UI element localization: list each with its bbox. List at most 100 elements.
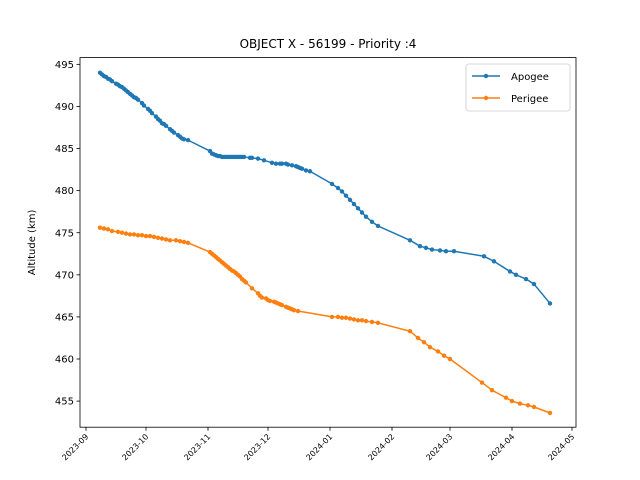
legend-perigee-marker	[483, 95, 489, 101]
perigee-point	[415, 335, 421, 341]
apogee-point	[171, 130, 177, 135]
y-axis: 455 460 465 470 475 480 485 490 495	[55, 60, 80, 408]
apogee-point	[273, 161, 279, 166]
apogee-point	[437, 248, 443, 253]
perigee-point	[109, 228, 115, 234]
perigee-point	[279, 302, 285, 308]
apogee-point	[363, 214, 369, 219]
y-tick-label: 470	[55, 270, 74, 281]
apogee-point	[375, 223, 381, 229]
perigee-point	[291, 307, 297, 313]
y-tick-label: 485	[55, 144, 74, 155]
apogee-series	[97, 70, 553, 306]
perigee-point	[163, 237, 169, 242]
perigee-point	[435, 349, 441, 354]
perigee-point	[119, 230, 125, 235]
apogee-point	[423, 245, 429, 251]
perigee-point	[479, 380, 485, 385]
apogee-point	[531, 281, 537, 287]
perigee-point	[101, 226, 107, 231]
apogee-point	[185, 137, 191, 143]
perigee-point	[259, 295, 265, 300]
perigee-point	[517, 401, 523, 406]
perigee-point	[343, 315, 349, 320]
apogee-point	[163, 123, 169, 128]
perigee-point	[427, 345, 433, 350]
apogee-point	[289, 163, 295, 168]
apogee-point	[351, 201, 357, 207]
apogee-point	[451, 249, 457, 254]
apogee-point	[359, 210, 365, 215]
perigee-point	[531, 404, 537, 410]
perigee-point	[181, 239, 187, 245]
perigee-point	[447, 356, 453, 362]
perigee-point	[489, 387, 495, 393]
perigee-point	[173, 238, 179, 243]
perigee-point	[135, 233, 141, 238]
perigee-point	[441, 353, 447, 358]
apogee-point	[443, 249, 449, 254]
apogee-point	[249, 155, 255, 160]
apogee-point	[303, 168, 309, 173]
apogee-point	[335, 185, 341, 191]
perigee-point	[243, 280, 249, 285]
y-tick-label: 480	[55, 186, 74, 197]
legend-apogee-label: Apogee	[511, 72, 549, 83]
apogee-point	[135, 97, 141, 102]
perigee-series	[97, 225, 553, 416]
perigee-point	[185, 240, 191, 246]
apogee-point	[513, 272, 519, 278]
perigee-point	[151, 234, 157, 240]
apogee-point	[241, 154, 247, 160]
apogee-point	[523, 276, 529, 282]
perigee-point	[351, 317, 357, 322]
perigee-point	[177, 238, 183, 244]
perigee-point	[347, 316, 353, 321]
perigee-point	[267, 298, 273, 304]
perigee-point	[525, 403, 531, 408]
legend-apogee-marker	[483, 73, 489, 79]
y-tick-label: 490	[55, 102, 74, 113]
perigee-point	[359, 318, 365, 323]
apogee-point	[269, 160, 275, 166]
perigee-point	[407, 329, 413, 334]
perigee-point	[167, 238, 173, 243]
y-axis-label: Altitude (km)	[27, 210, 38, 276]
apogee-point	[347, 197, 353, 203]
perigee-point	[249, 286, 255, 291]
perigee-point	[421, 339, 427, 345]
perigee-point	[329, 314, 335, 320]
y-tick-label: 495	[55, 60, 74, 71]
y-tick-label: 455	[55, 397, 74, 408]
perigee-point	[139, 233, 145, 238]
y-tick-label: 475	[55, 228, 74, 239]
apogee-point	[149, 110, 155, 116]
plot-area	[97, 70, 553, 416]
apogee-point	[547, 301, 553, 306]
apogee-point	[369, 219, 375, 224]
perigee-point	[369, 319, 375, 325]
apogee-point	[491, 259, 497, 264]
legend: Apogee Perigee	[465, 63, 571, 112]
chart-title: OBJECT X - 56199 - Priority :4	[240, 37, 417, 51]
apogee-point	[355, 206, 361, 211]
plot-frame	[79, 57, 577, 428]
perigee-point	[97, 225, 103, 230]
apogee-point	[429, 247, 435, 252]
perigee-point	[123, 231, 129, 236]
y-tick-label: 465	[55, 313, 74, 324]
apogee-point	[285, 162, 291, 167]
apogee-point	[343, 193, 349, 198]
perigee-point	[105, 227, 111, 232]
apogee-point	[255, 156, 261, 161]
perigee-point	[147, 233, 153, 239]
apogee-point	[339, 189, 345, 194]
perigee-point	[115, 229, 121, 235]
perigee-point	[355, 318, 361, 323]
apogee-point	[307, 169, 313, 174]
perigee-point	[159, 236, 165, 241]
perigee-point	[375, 320, 381, 325]
perigee-point	[547, 410, 553, 416]
perigee-point	[503, 395, 509, 400]
